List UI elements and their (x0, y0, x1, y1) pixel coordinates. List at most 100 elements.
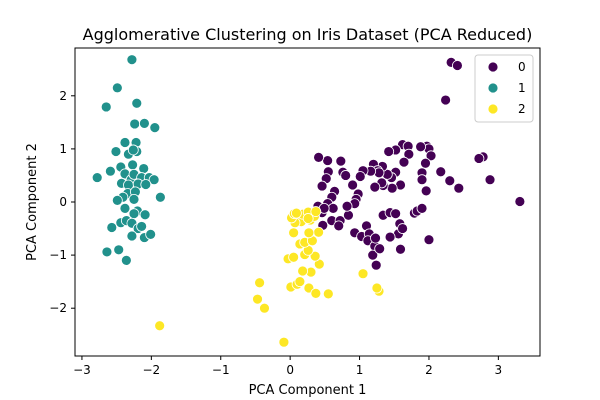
legend-label-2: 2 (518, 102, 526, 116)
legend-label-0: 0 (518, 60, 526, 74)
x-tick-label: −2 (142, 363, 160, 377)
data-point-cluster-1 (129, 118, 141, 130)
data-point-cluster-1 (91, 172, 103, 183)
data-point-cluster-1 (127, 159, 139, 171)
data-point-cluster-0 (444, 175, 456, 187)
data-point-cluster-0 (440, 94, 452, 106)
data-point-cluster-2 (322, 288, 334, 300)
data-point-cluster-1 (100, 101, 112, 113)
data-point-cluster-2 (288, 227, 300, 239)
data-point-cluster-0 (390, 208, 402, 220)
y-tick-label: 1 (59, 142, 67, 156)
data-point-cluster-0 (484, 174, 496, 186)
data-point-cluster-2 (254, 277, 266, 289)
data-point-cluster-0 (415, 141, 427, 153)
x-axis-ticks: −3 −2 −1 0 1 2 3 (73, 356, 502, 377)
data-point-cluster-2 (313, 226, 325, 238)
data-point-cluster-2 (294, 276, 306, 288)
plot-frame (74, 47, 541, 357)
data-point-cluster-2 (154, 320, 166, 332)
data-point-cluster-0 (313, 151, 325, 163)
y-axis-ticks: −2 −1 0 1 2 (49, 89, 75, 315)
data-point-cluster-0 (452, 60, 463, 71)
legend-marker-1 (487, 82, 499, 94)
data-point-cluster-0 (367, 249, 379, 261)
data-point-cluster-0 (425, 150, 437, 162)
y-tick-label: 0 (59, 195, 67, 209)
y-tick-label: −1 (49, 248, 67, 262)
x-tick-label: 2 (425, 363, 433, 377)
data-point-cluster-0 (397, 223, 408, 234)
data-point-cluster-1 (149, 122, 161, 134)
data-point-cluster-2 (302, 213, 314, 224)
y-tick-label: 2 (59, 89, 67, 103)
data-point-cluster-1 (138, 118, 150, 129)
data-point-cluster-0 (416, 174, 428, 186)
data-point-cluster-2 (252, 293, 263, 305)
data-point-cluster-1 (131, 97, 143, 109)
data-point-cluster-1 (111, 195, 123, 206)
data-point-cluster-2 (309, 250, 321, 262)
data-point-cluster-2 (297, 265, 309, 277)
data-point-cluster-1 (139, 209, 151, 221)
legend-marker-0 (487, 61, 499, 73)
data-point-cluster-0 (435, 166, 447, 178)
data-point-cluster-0 (333, 220, 345, 232)
data-point-cluster-0 (340, 170, 352, 181)
data-point-cluster-2 (371, 282, 383, 294)
data-point-cluster-1 (127, 144, 139, 156)
data-point-cluster-0 (347, 179, 359, 191)
data-point-cluster-0 (374, 243, 386, 255)
data-point-cluster-1 (101, 246, 113, 258)
data-point-cluster-0 (341, 200, 353, 212)
data-point-cluster-1 (110, 146, 122, 157)
x-axis-label: PCA Component 1 (249, 383, 367, 398)
data-point-cluster-0 (335, 155, 347, 167)
data-point-cluster-2 (288, 251, 300, 263)
data-point-cluster-1 (119, 137, 131, 148)
data-point-cluster-0 (398, 156, 410, 168)
x-tick-label: −3 (73, 363, 91, 377)
data-point-cluster-1 (126, 54, 138, 66)
data-point-cluster-0 (322, 155, 334, 166)
data-point-cluster-0 (423, 234, 435, 246)
data-point-cluster-1 (136, 221, 148, 232)
data-point-cluster-1 (106, 222, 118, 233)
data-point-cluster-1 (138, 163, 150, 174)
data-point-cluster-2 (310, 287, 322, 299)
data-point-cluster-0 (403, 148, 415, 160)
data-point-cluster-0 (343, 209, 354, 221)
data-point-cluster-2 (259, 302, 270, 314)
data-point-cluster-0 (369, 181, 381, 193)
data-point-cluster-0 (316, 180, 328, 192)
chart-title: Agglomerative Clustering on Iris Dataset… (83, 25, 533, 44)
data-point-cluster-1 (154, 191, 166, 203)
data-point-cluster-1 (140, 179, 152, 190)
data-point-cluster-0 (384, 231, 396, 243)
data-point-cluster-0 (370, 259, 382, 271)
x-tick-label: 1 (356, 363, 364, 377)
x-tick-label: 0 (286, 363, 294, 377)
data-point-cluster-2 (290, 207, 302, 219)
legend-label-1: 1 (518, 81, 526, 95)
data-point-cluster-2 (310, 206, 322, 217)
data-point-cluster-0 (354, 171, 366, 182)
data-point-cluster-0 (420, 157, 431, 169)
data-point-cluster-0 (416, 202, 428, 214)
points-layer (91, 54, 526, 348)
data-point-cluster-2 (278, 336, 290, 348)
data-point-cluster-0 (420, 185, 432, 197)
x-tick-label: −1 (212, 363, 230, 377)
legend: 0 1 2 (474, 54, 534, 123)
data-point-cluster-0 (327, 202, 339, 214)
y-tick-label: −2 (49, 301, 67, 315)
legend-marker-2 (487, 103, 499, 115)
x-tick-label: 3 (495, 363, 503, 377)
data-point-cluster-1 (145, 228, 157, 240)
data-point-cluster-0 (370, 232, 381, 244)
data-point-cluster-1 (128, 193, 140, 205)
data-point-cluster-0 (383, 146, 395, 157)
data-point-cluster-1 (120, 255, 132, 266)
data-point-cluster-1 (113, 244, 125, 256)
